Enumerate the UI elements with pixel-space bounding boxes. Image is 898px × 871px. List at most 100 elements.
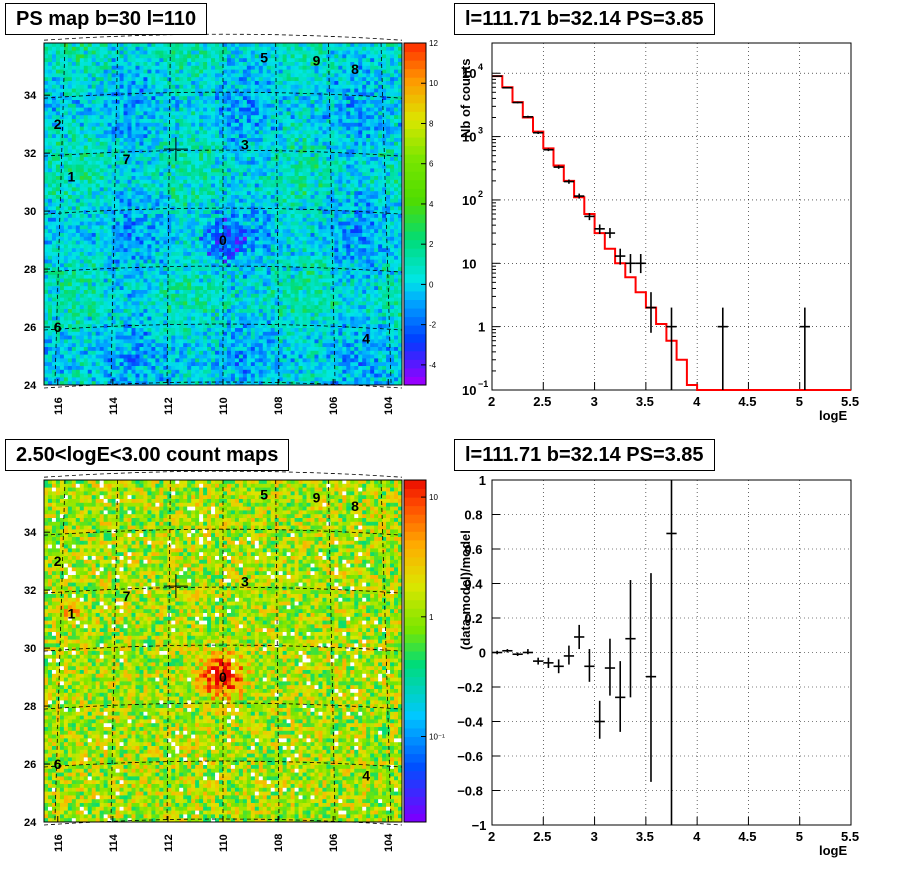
map-pixel	[115, 377, 121, 382]
map-pixel	[211, 50, 216, 55]
map-pixel	[79, 324, 85, 329]
map-pixel	[226, 141, 232, 147]
map-pixel	[147, 69, 152, 74]
map-pixel	[167, 96, 172, 101]
map-pixel	[219, 191, 224, 196]
map-pixel	[207, 168, 212, 173]
map-pixel	[254, 347, 260, 352]
map-pixel	[115, 153, 121, 158]
map-pixel	[91, 347, 97, 352]
map-pixel	[223, 153, 228, 158]
map-pixel	[83, 62, 89, 67]
map-pixel	[59, 187, 65, 192]
map-pixel	[119, 111, 125, 116]
map-pixel	[183, 366, 188, 371]
map-pixel	[63, 217, 69, 223]
map-pixel	[199, 50, 204, 55]
map-pixel	[99, 107, 105, 112]
map-pixel	[87, 252, 93, 257]
map-pixel	[203, 278, 208, 283]
map-pixel	[123, 149, 129, 154]
map-pixel	[199, 54, 204, 59]
map-pixel	[91, 362, 97, 367]
map-pixel	[103, 69, 109, 74]
map-pixel	[211, 221, 216, 226]
map-pixel	[258, 179, 264, 185]
map-pixel	[159, 328, 164, 333]
map-pixel	[95, 252, 101, 257]
map-pixel	[246, 309, 252, 314]
map-pixel	[63, 331, 69, 337]
map-pixel	[147, 347, 152, 352]
map-pixel	[139, 358, 144, 363]
map-pixel	[91, 339, 97, 344]
map-pixel	[163, 65, 168, 71]
map-pixel	[207, 255, 212, 261]
map-pixel	[262, 191, 268, 196]
map-pixel	[127, 305, 133, 310]
map-pixel	[242, 259, 248, 264]
map-pixel	[103, 138, 109, 143]
map-pixel	[179, 69, 184, 74]
map-pixel	[103, 278, 109, 283]
map-pixel	[211, 73, 216, 78]
map-pixel	[51, 217, 57, 223]
map-pixel	[191, 335, 196, 340]
map-pixel	[155, 369, 160, 375]
map-pixel	[155, 252, 160, 257]
map-pixel	[123, 286, 129, 291]
map-pixel	[155, 366, 160, 371]
map-pixel	[203, 244, 208, 249]
map-pixel	[123, 187, 129, 192]
map-pixel	[207, 358, 212, 363]
map-pixel	[119, 164, 125, 169]
map-pixel	[147, 149, 152, 154]
map-pixel	[119, 160, 125, 166]
map-pixel	[71, 198, 77, 204]
map-pixel	[103, 225, 109, 230]
map-pixel	[223, 217, 228, 223]
map-pixel	[63, 58, 69, 63]
map-pixel	[91, 100, 97, 105]
map-pixel	[219, 290, 224, 295]
map-pixel	[44, 54, 49, 59]
map-pixel	[246, 381, 252, 386]
map-pixel	[179, 179, 184, 185]
map-pixel	[119, 377, 125, 382]
map-pixel	[258, 149, 264, 154]
map-pixel	[47, 153, 53, 158]
map-pixel	[207, 65, 212, 71]
map-pixel	[127, 50, 133, 55]
map-pixel	[95, 65, 101, 71]
map-pixel	[254, 43, 260, 48]
map-pixel	[191, 358, 196, 363]
map-pixel	[230, 210, 236, 215]
map-pixel	[44, 350, 49, 356]
map-pixel	[135, 176, 140, 181]
map-pixel	[155, 198, 160, 204]
map-pixel	[223, 369, 228, 375]
map-pixel	[223, 92, 228, 97]
map-pixel	[175, 115, 180, 120]
map-pixel	[111, 157, 117, 162]
map-pixel	[183, 309, 188, 314]
map-pixel	[215, 130, 220, 135]
map-pixel	[254, 252, 260, 257]
map-pixel	[187, 305, 192, 310]
map-pixel	[230, 233, 236, 238]
map-pixel	[234, 354, 240, 359]
map-pixel	[51, 50, 57, 55]
map-pixel	[215, 297, 220, 302]
map-pixel	[258, 312, 264, 318]
map-pixel	[95, 316, 101, 321]
map-pixel	[246, 111, 252, 116]
map-pixel	[139, 324, 144, 329]
map-pixel	[55, 54, 61, 59]
map-pixel	[195, 119, 200, 124]
map-pixel	[111, 62, 117, 67]
map-pixel	[107, 62, 113, 67]
map-pixel	[123, 111, 129, 116]
map-pixel	[171, 43, 176, 48]
map-pixel	[159, 233, 164, 238]
map-pixel	[111, 347, 117, 352]
